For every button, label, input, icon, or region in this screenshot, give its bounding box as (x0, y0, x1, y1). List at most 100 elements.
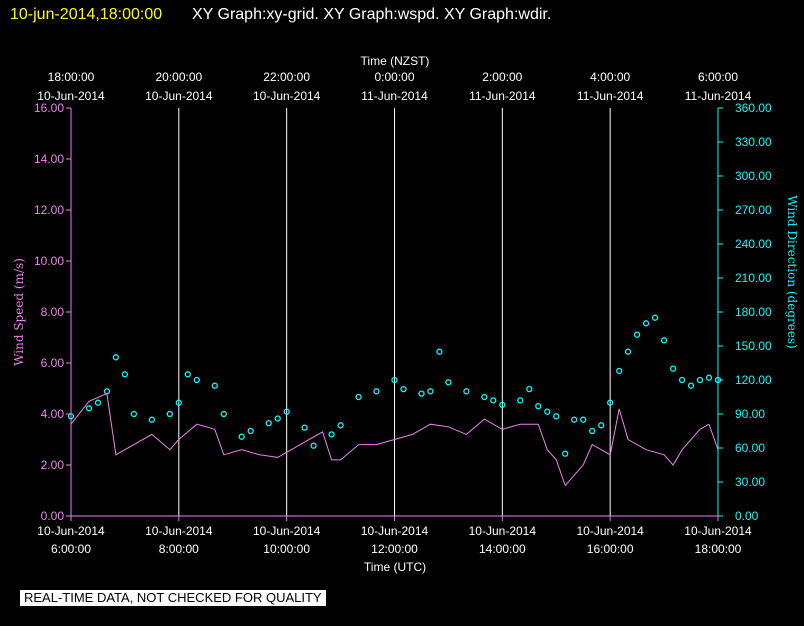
wind-direction-point (211, 382, 218, 389)
wind-direction-point (517, 397, 524, 404)
top-tick-date: 11-Jun-2014 (685, 89, 752, 103)
wind-direction-point (642, 320, 650, 327)
top-tick-time: 20:00:00 (155, 70, 202, 84)
left-tick-label: 16.00 (34, 101, 64, 115)
wind-speed-series-line (70, 392, 719, 487)
right-tick-label: 360.00 (735, 101, 772, 115)
top-tick-time: 18:00:00 (48, 70, 95, 84)
wind-direction-point (544, 408, 551, 415)
top-tick-date: 11-Jun-2014 (577, 89, 644, 103)
bottom-tick-time: 10:00:00 (263, 542, 310, 556)
wind-direction-point (598, 422, 605, 429)
wind-direction-point (553, 413, 560, 420)
wind-direction-point (651, 314, 659, 321)
wind-direction-point (445, 379, 452, 386)
right-tick-label: 300.00 (735, 169, 772, 183)
left-tick-label: 10.00 (34, 254, 64, 268)
right-tick-label: 30.00 (735, 475, 765, 489)
chart-date-title: 10-jun-2014,18:00:00 (10, 6, 162, 23)
wind-direction-point (148, 416, 156, 423)
bottom-tick-date: 10-Jun-2014 (361, 524, 429, 538)
wind-direction-point (193, 376, 200, 384)
left-tick-label: 12.00 (34, 203, 64, 217)
wind-direction-point (400, 385, 407, 393)
wind-direction-point (624, 348, 632, 355)
wind-direction-point (301, 424, 308, 431)
wind-direction-point (130, 410, 138, 418)
right-tick-label: 150.00 (735, 339, 772, 353)
wind-direction-point (220, 410, 227, 418)
bottom-tick-date: 10-Jun-2014 (684, 524, 752, 538)
wind-direction-point (607, 399, 614, 406)
wind-direction-point (589, 427, 596, 435)
top-tick-date: 11-Jun-2014 (361, 89, 428, 103)
wind-direction-point (526, 385, 533, 393)
bottom-tick-time: 6:00:00 (51, 542, 91, 556)
wind-direction-point (481, 393, 488, 401)
bottom-tick-date: 10-Jun-2014 (576, 524, 644, 538)
wind-direction-point (355, 393, 362, 401)
wind-direction-point (571, 416, 578, 423)
top-tick-time: 2:00:00 (482, 70, 522, 84)
left-tick-label: 2.00 (41, 458, 65, 472)
bottom-tick-time: 14:00:00 (479, 542, 526, 556)
graph-list-title: XY Graph:xy-grid. XY Graph:wspd. XY Grap… (192, 6, 551, 23)
wind-direction-point (310, 442, 317, 449)
data-quality-disclaimer: REAL-TIME DATA, NOT CHECKED FOR QUALITY (20, 590, 326, 606)
wind-direction-point (121, 371, 129, 378)
wind-direction-point (660, 337, 668, 344)
left-tick-label: 0.00 (41, 509, 65, 523)
right-tick-label: 0.00 (735, 509, 759, 523)
bottom-tick-time: 18:00:00 (695, 542, 742, 556)
wind-direction-point (373, 388, 380, 395)
top-tick-date: 10-Jun-2014 (145, 89, 213, 103)
right-tick-label: 210.00 (735, 271, 772, 285)
wind-direction-point (247, 427, 254, 435)
wind-direction-point (175, 399, 182, 406)
wind-direction-point (687, 382, 695, 389)
top-tick-date: 10-Jun-2014 (37, 89, 105, 103)
wind-direction-point (391, 376, 398, 384)
left-tick-label: 4.00 (41, 407, 65, 421)
wind-direction-point (616, 367, 623, 375)
top-tick-time: 0:00:00 (374, 70, 414, 84)
right-tick-label: 180.00 (735, 305, 772, 319)
right-tick-label: 90.00 (735, 407, 765, 421)
wind-direction-point (112, 354, 120, 361)
bottom-tick-time: 12:00:00 (371, 542, 418, 556)
wind-direction-point (463, 388, 470, 395)
wind-direction-point (580, 416, 587, 423)
right-tick-label: 330.00 (735, 135, 772, 149)
right-axis-title: Wind Direction (degrees) (785, 195, 799, 349)
wind-direction-point (337, 422, 344, 429)
left-axis-title: Wind Speed (m/s) (12, 258, 26, 366)
top-tick-date: 10-Jun-2014 (253, 89, 321, 103)
top-tick-date: 11-Jun-2014 (469, 89, 536, 103)
wind-direction-point (499, 401, 506, 409)
wind-direction-point (705, 374, 713, 381)
left-tick-label: 14.00 (34, 152, 64, 166)
bottom-tick-time: 8:00:00 (159, 542, 199, 556)
wind-direction-point (490, 397, 497, 404)
wind-direction-point (696, 376, 704, 384)
wind-direction-point (283, 408, 290, 415)
bottom-tick-date: 10-Jun-2014 (253, 524, 321, 538)
right-tick-label: 60.00 (735, 441, 765, 455)
wind-direction-point (166, 410, 173, 418)
wind-direction-point (535, 402, 542, 410)
bottom-axis-title: Time (UTC) (364, 560, 426, 574)
wind-direction-point (633, 331, 641, 338)
wind-direction-point (103, 388, 111, 395)
bottom-tick-date: 10-Jun-2014 (469, 524, 537, 538)
bottom-tick-date: 10-Jun-2014 (145, 524, 213, 538)
left-tick-label: 6.00 (41, 356, 65, 370)
wind-direction-point (85, 405, 93, 412)
bottom-tick-time: 16:00:00 (587, 542, 634, 556)
wind-direction-point (678, 376, 686, 384)
bottom-tick-date: 10-Jun-2014 (37, 524, 105, 538)
top-axis-title: Time (NZST) (361, 54, 430, 68)
top-tick-time: 4:00:00 (590, 70, 630, 84)
wind-direction-point (265, 419, 272, 427)
wind-direction-point (562, 450, 569, 457)
